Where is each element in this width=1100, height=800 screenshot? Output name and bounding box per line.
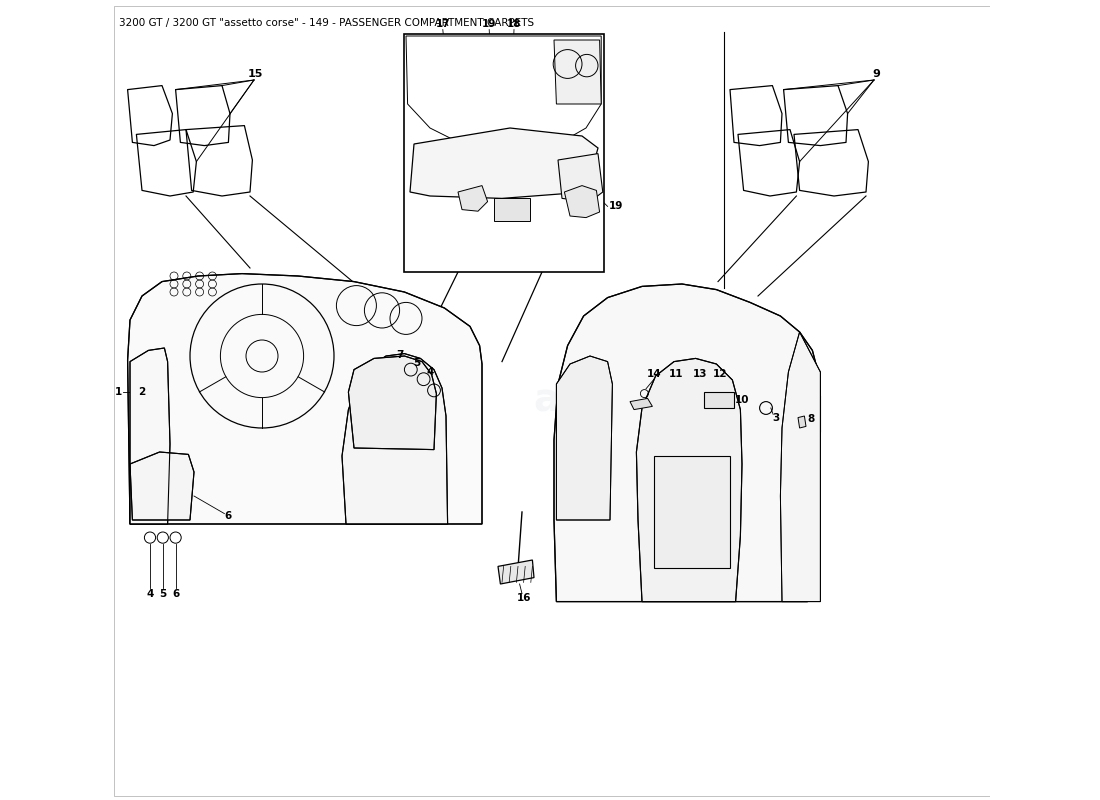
Polygon shape (630, 398, 652, 410)
Text: 2: 2 (139, 387, 145, 397)
Text: 6: 6 (224, 511, 232, 521)
Polygon shape (554, 40, 602, 104)
Bar (704, 392, 734, 408)
Text: 11: 11 (669, 370, 683, 379)
Polygon shape (130, 452, 194, 520)
Text: 3200 GT / 3200 GT "assetto corse" - 149 - PASSENGER COMPARTMENT CARPETS: 3200 GT / 3200 GT "assetto corse" - 149 … (119, 18, 534, 27)
Polygon shape (554, 284, 821, 602)
Polygon shape (780, 332, 821, 602)
Text: autospares: autospares (534, 381, 778, 419)
Polygon shape (558, 154, 603, 202)
Polygon shape (798, 416, 806, 428)
Text: 8: 8 (807, 414, 814, 424)
Polygon shape (342, 354, 448, 524)
Text: 19: 19 (608, 202, 623, 211)
Polygon shape (498, 560, 534, 584)
Text: 10: 10 (735, 395, 749, 405)
Polygon shape (130, 348, 170, 524)
Text: 5: 5 (412, 358, 420, 368)
Bar (405, 34, 604, 272)
Text: 6: 6 (172, 589, 179, 598)
Text: 4: 4 (427, 367, 433, 377)
Bar (654, 456, 730, 568)
Polygon shape (557, 356, 613, 520)
Polygon shape (349, 356, 437, 450)
Text: 7: 7 (396, 350, 404, 360)
Polygon shape (458, 186, 487, 211)
Polygon shape (564, 186, 600, 218)
Polygon shape (128, 274, 482, 524)
Text: 5: 5 (160, 589, 166, 598)
Text: 15: 15 (248, 69, 263, 78)
Text: 14: 14 (647, 370, 661, 379)
Bar (494, 198, 530, 221)
Text: 17: 17 (436, 19, 450, 29)
Polygon shape (410, 128, 598, 198)
Text: 13: 13 (693, 370, 707, 379)
Text: 4: 4 (146, 589, 154, 598)
Text: autosparex: autosparex (189, 381, 436, 419)
Text: 1: 1 (114, 387, 122, 397)
Text: 16: 16 (517, 594, 531, 603)
Text: 3: 3 (772, 413, 779, 422)
Text: 12: 12 (713, 370, 727, 379)
Text: 9: 9 (872, 69, 880, 78)
Text: 19: 19 (482, 19, 496, 29)
Polygon shape (637, 358, 743, 602)
Text: 18: 18 (507, 19, 521, 29)
